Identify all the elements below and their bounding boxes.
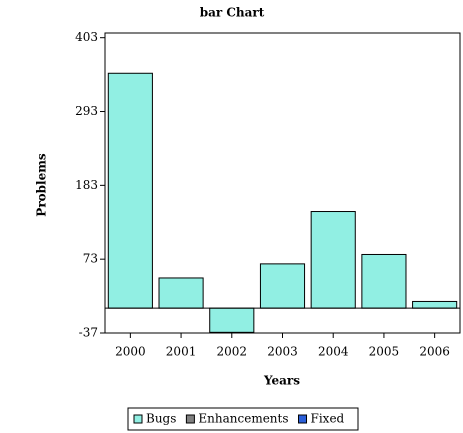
x-axis-label: Years	[263, 374, 300, 388]
bar	[107, 72, 153, 309]
legend-label: Enhancements	[198, 412, 288, 426]
x-tick-label: 2002	[217, 345, 248, 359]
legend-label: Fixed	[311, 412, 345, 426]
legend-box	[127, 407, 359, 431]
x-tick-label: 2000	[115, 345, 146, 359]
chart-title: bar Chart	[200, 6, 265, 20]
x-tick-label: 2006	[419, 345, 450, 359]
bar	[209, 307, 255, 333]
x-tick-label: 2003	[267, 345, 298, 359]
bar	[158, 277, 204, 309]
x-tick-label: 2005	[369, 345, 400, 359]
legend-swatch	[133, 414, 143, 424]
y-tick-label: -37	[79, 326, 98, 340]
bar	[310, 211, 356, 309]
y-axis-label: Problems	[35, 153, 49, 217]
x-tick-label: 2004	[318, 345, 349, 359]
legend-label: Bugs	[146, 412, 176, 426]
y-tick-label: 293	[75, 104, 98, 118]
bar	[259, 263, 306, 309]
y-tick-label: 403	[75, 30, 98, 44]
bar	[412, 300, 458, 309]
legend-swatch	[185, 414, 195, 424]
y-tick-label: 73	[83, 252, 98, 266]
legend-swatch	[298, 414, 308, 424]
y-tick-label: 183	[75, 178, 98, 192]
bar	[361, 253, 407, 309]
x-tick-label: 2001	[166, 345, 197, 359]
